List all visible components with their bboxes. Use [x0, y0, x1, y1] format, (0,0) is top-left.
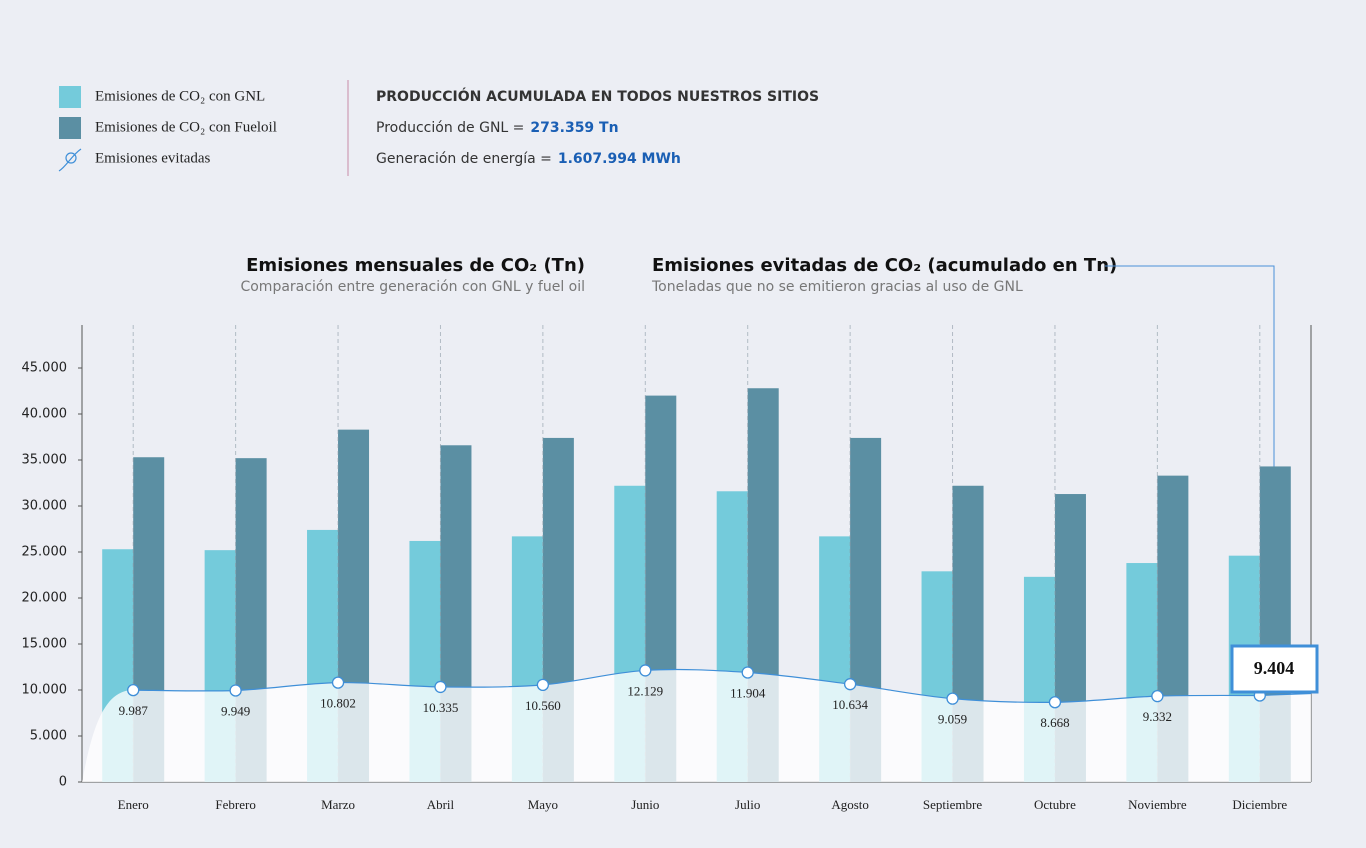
x-tick-label: Junio — [631, 797, 659, 812]
summary-row: Generación de energía = 1.607.994 MWh — [376, 151, 681, 167]
area-line — [133, 668, 1260, 703]
value-label: 9.332 — [1143, 709, 1172, 724]
x-tick-label: Septiembre — [923, 797, 982, 812]
value-label: 10.634 — [832, 697, 868, 712]
y-tick-label: 20.000 — [22, 591, 68, 606]
value-label: 10.335 — [423, 700, 459, 715]
point — [741, 666, 754, 679]
value-label: 10.802 — [320, 696, 356, 711]
point — [434, 680, 447, 694]
chart-title: Emisiones evitadas de CO₂ (acumulado en … — [652, 255, 1117, 276]
legend-swatch — [58, 148, 82, 172]
x-tick-label: Enero — [118, 797, 149, 812]
area-line-edge — [1259, 692, 1312, 697]
legend-label: Emisiones de CO₂ con Fueloil — [95, 119, 277, 135]
value-label: 8.668 — [1040, 715, 1069, 730]
x-tick-label: Noviembre — [1128, 797, 1187, 812]
y-tick-label: 5.000 — [30, 729, 67, 744]
y-tick-label: 30.000 — [22, 499, 68, 514]
y-tick-label: 0 — [59, 775, 67, 790]
value-label: 9.059 — [938, 712, 967, 727]
summary-label: Generación de energía = — [376, 151, 552, 167]
legend-swatch — [59, 86, 81, 108]
x-tick-label: Febrero — [215, 797, 255, 812]
summary-label: Producción de GNL = — [376, 120, 524, 136]
point — [1048, 696, 1062, 709]
chart-subtitle: Comparación entre generación con GNL y f… — [240, 279, 585, 295]
point — [127, 683, 140, 697]
summary-value: 273.359 Tn — [530, 120, 618, 136]
y-tick-label: 40.000 — [22, 407, 68, 422]
callout-value: 9.404 — [1254, 658, 1295, 678]
legend-swatch — [59, 117, 81, 139]
y-tick-label: 15.000 — [22, 637, 68, 652]
x-tick-label: Agosto — [831, 797, 869, 812]
value-label: 9.949 — [221, 703, 250, 718]
y-tick-label: 10.000 — [22, 683, 68, 698]
value-label: 11.904 — [730, 685, 766, 700]
area-fill — [82, 669, 1311, 782]
value-label: 9.987 — [119, 703, 149, 718]
callout-box — [1230, 644, 1319, 694]
value-label: 12.129 — [627, 683, 663, 698]
y-tick-label: 35.000 — [22, 453, 68, 468]
legend-label: Emisiones de CO₂ con GNL — [95, 88, 265, 104]
point — [843, 678, 857, 691]
point — [946, 692, 959, 705]
value-label: 10.560 — [525, 698, 561, 713]
legend-swatch — [65, 152, 77, 164]
point — [1151, 689, 1164, 703]
chart-title: Emisiones mensuales de CO₂ (Tn) — [246, 255, 585, 276]
point — [331, 676, 345, 689]
y-tick-label: 45.000 — [22, 361, 68, 376]
x-tick-label: Abril — [427, 797, 455, 812]
y-tick-label: 25.000 — [22, 545, 68, 560]
point — [536, 678, 550, 691]
summary-heading: PRODUCCIÓN ACUMULADA EN TODOS NUESTROS S… — [376, 87, 819, 105]
point — [639, 664, 652, 677]
summary-row: Producción de GNL = 273.359 Tn — [376, 120, 619, 136]
x-tick-label: Julio — [735, 797, 760, 812]
x-tick-label: Diciembre — [1232, 797, 1287, 812]
x-tick-label: Mayo — [528, 797, 558, 812]
legend-label: Emisiones evitadas — [95, 150, 211, 166]
x-tick-label: Octubre — [1034, 797, 1076, 812]
summary-value: 1.607.994 MWh — [558, 151, 681, 167]
x-tick-label: Marzo — [321, 797, 355, 812]
point — [229, 684, 242, 697]
chart-subtitle: Toneladas que no se emitieron gracias al… — [651, 279, 1023, 295]
